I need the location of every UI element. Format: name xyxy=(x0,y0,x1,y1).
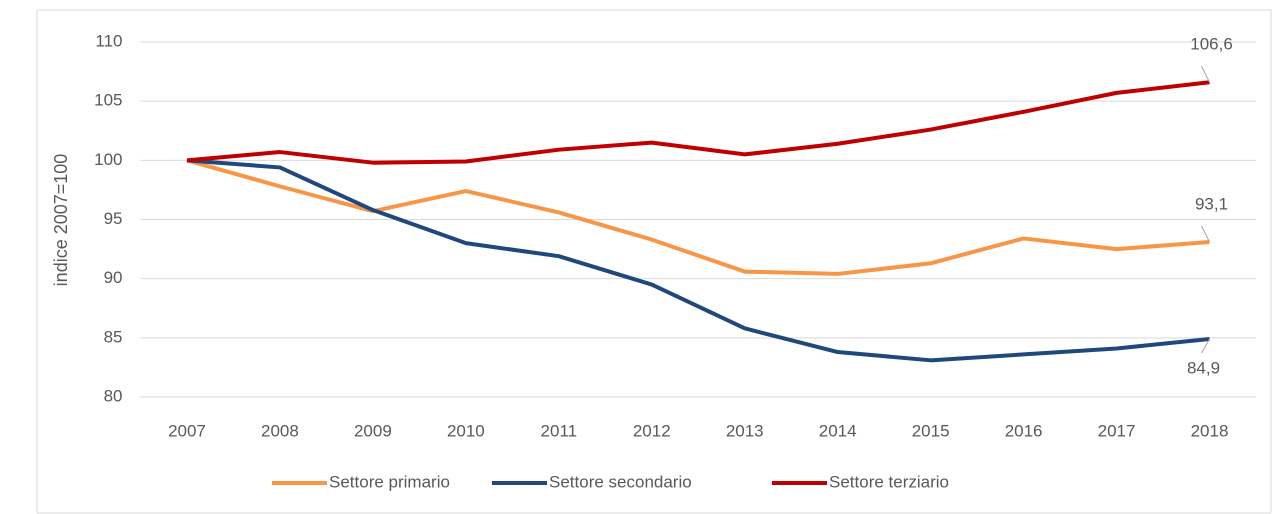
x-tick-label: 2008 xyxy=(261,421,299,440)
x-tick-label: 2011 xyxy=(541,421,578,440)
x-tick-label: 2010 xyxy=(447,421,485,440)
legend-label: Settore terziario xyxy=(829,472,949,491)
x-tick-label: 2018 xyxy=(1191,421,1229,440)
x-tick-label: 2007 xyxy=(168,421,206,440)
label-leader xyxy=(1201,225,1210,243)
y-tick-label: 110 xyxy=(95,31,122,50)
data-label: 106,6 xyxy=(1190,35,1233,54)
x-tick-label: 2009 xyxy=(354,421,392,440)
x-tick-label: 2013 xyxy=(726,421,764,440)
data-line xyxy=(186,158,1210,276)
y-tick-label: 105 xyxy=(94,91,122,110)
x-tick-label: 2012 xyxy=(633,421,671,440)
y-tick-label: 85 xyxy=(104,327,123,346)
data-line xyxy=(186,80,1210,165)
x-tick-label: 2017 xyxy=(1098,421,1136,440)
data-line xyxy=(186,158,1210,363)
data-label: 84,9 xyxy=(1187,359,1220,378)
label-leader xyxy=(1201,66,1210,83)
y-axis-label: indice 2007=100 xyxy=(51,154,71,287)
chart-border xyxy=(36,9,1272,514)
y-tick-label: 100 xyxy=(94,150,122,169)
label-leader xyxy=(1201,338,1210,354)
x-tick-label: 2014 xyxy=(819,421,857,440)
y-tick-label: 95 xyxy=(104,209,123,228)
data-label: 93,1 xyxy=(1195,194,1228,213)
x-tick-label: 2016 xyxy=(1005,421,1043,440)
x-tick-label: 2015 xyxy=(912,421,950,440)
y-tick-label: 80 xyxy=(104,386,123,405)
legend-label: Settore secondario xyxy=(549,472,692,491)
legend-label: Settore primario xyxy=(329,472,450,491)
y-tick-label: 90 xyxy=(104,268,123,287)
